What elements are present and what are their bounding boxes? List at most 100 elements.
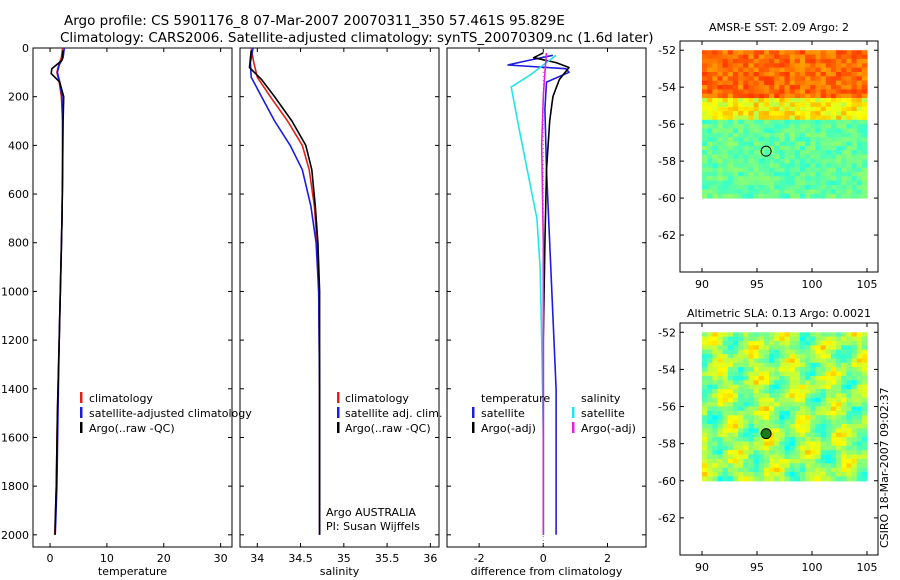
map-cell bbox=[800, 376, 806, 381]
map-cell bbox=[830, 445, 837, 451]
map-cell bbox=[702, 76, 708, 82]
map-cell bbox=[820, 154, 827, 160]
map-cell bbox=[748, 362, 755, 368]
map-cell bbox=[846, 119, 853, 125]
map-cell bbox=[800, 336, 806, 342]
map-cell bbox=[794, 189, 801, 195]
map-cell bbox=[800, 85, 806, 90]
map-cell bbox=[784, 415, 791, 421]
legend-label-2: Argo(-adj) bbox=[481, 422, 536, 435]
map-cell bbox=[861, 428, 868, 434]
map-cell bbox=[836, 176, 842, 182]
map-cell bbox=[707, 124, 713, 130]
map-cell bbox=[836, 406, 842, 412]
map-cell bbox=[743, 76, 750, 82]
map-cell bbox=[789, 345, 796, 351]
map-cell bbox=[738, 167, 744, 173]
map-cell bbox=[722, 362, 729, 368]
map-cell bbox=[825, 137, 832, 143]
map-cell bbox=[861, 406, 868, 412]
map-cell bbox=[753, 58, 760, 64]
map-cell bbox=[800, 115, 806, 121]
map-cell bbox=[753, 450, 760, 456]
map-cell bbox=[861, 119, 868, 125]
map-cell bbox=[794, 72, 801, 77]
map-cell bbox=[722, 93, 729, 99]
map-cell bbox=[856, 467, 863, 473]
map-cell bbox=[758, 380, 765, 386]
map-cell bbox=[763, 180, 770, 186]
map-cell bbox=[861, 345, 868, 351]
map-cell bbox=[841, 450, 847, 456]
map-cell bbox=[810, 454, 817, 460]
map-cell bbox=[815, 415, 822, 421]
map-cell bbox=[779, 441, 786, 447]
map-cell bbox=[846, 389, 853, 395]
map-cell bbox=[769, 98, 775, 103]
map-cell bbox=[841, 354, 847, 360]
map-cell bbox=[800, 132, 806, 138]
map-title: AMSR-E SST: 2.09 Argo: 2 bbox=[709, 21, 849, 34]
map-cell bbox=[753, 472, 760, 477]
map-cell bbox=[825, 358, 832, 364]
map-cell bbox=[841, 467, 847, 473]
map-cell bbox=[722, 150, 729, 156]
map-cell bbox=[753, 389, 760, 395]
map-cell bbox=[794, 476, 801, 482]
map-cell bbox=[727, 106, 734, 112]
map-cell bbox=[702, 54, 708, 60]
map-cell bbox=[810, 349, 817, 355]
map-cell bbox=[743, 154, 750, 160]
map-cell bbox=[805, 185, 811, 190]
map-cell bbox=[841, 332, 847, 338]
map-cell bbox=[861, 58, 868, 64]
map-cell bbox=[861, 185, 868, 190]
map-cell bbox=[779, 424, 786, 429]
map-cell bbox=[825, 128, 832, 134]
map-cell bbox=[846, 402, 853, 408]
map-cell bbox=[784, 358, 791, 364]
map-cell bbox=[727, 124, 734, 130]
map-cell bbox=[727, 132, 734, 138]
map-cell bbox=[851, 141, 858, 147]
map-cell bbox=[769, 371, 775, 377]
map-cell bbox=[722, 172, 729, 177]
map-cell bbox=[727, 189, 734, 195]
map-cell bbox=[789, 432, 796, 438]
map-cell bbox=[856, 167, 863, 173]
map-cell bbox=[830, 367, 837, 373]
map-cell bbox=[727, 419, 734, 425]
map-cell bbox=[861, 336, 868, 342]
map-cell bbox=[830, 119, 837, 125]
map-cell bbox=[732, 167, 739, 173]
map-cell bbox=[805, 85, 811, 90]
map-cell bbox=[702, 63, 708, 69]
map-cell bbox=[738, 158, 744, 164]
map-cell bbox=[769, 180, 775, 186]
map-cell bbox=[774, 419, 780, 425]
map-cell bbox=[702, 458, 708, 464]
map-cell bbox=[800, 367, 806, 373]
map-cell bbox=[738, 419, 744, 425]
x-axis-label: salinity bbox=[320, 565, 360, 578]
map-cell bbox=[722, 336, 729, 342]
map-cell bbox=[830, 428, 837, 434]
map-cell bbox=[748, 380, 755, 386]
map-cell bbox=[779, 193, 786, 199]
map-cell bbox=[774, 345, 780, 351]
map-cell bbox=[727, 332, 734, 338]
map-cell bbox=[846, 376, 853, 381]
map-cell bbox=[774, 180, 780, 186]
map-cell bbox=[758, 63, 765, 69]
map-field bbox=[702, 50, 868, 199]
map-cell bbox=[846, 67, 853, 73]
map-cell bbox=[815, 150, 822, 156]
map-cell bbox=[820, 406, 827, 412]
map-cell bbox=[702, 163, 708, 169]
map-cell bbox=[769, 172, 775, 177]
map-cell bbox=[779, 167, 786, 173]
map-cell bbox=[763, 80, 770, 86]
map-cell bbox=[856, 445, 863, 451]
map-cell bbox=[717, 332, 724, 338]
map-cell bbox=[774, 89, 780, 95]
